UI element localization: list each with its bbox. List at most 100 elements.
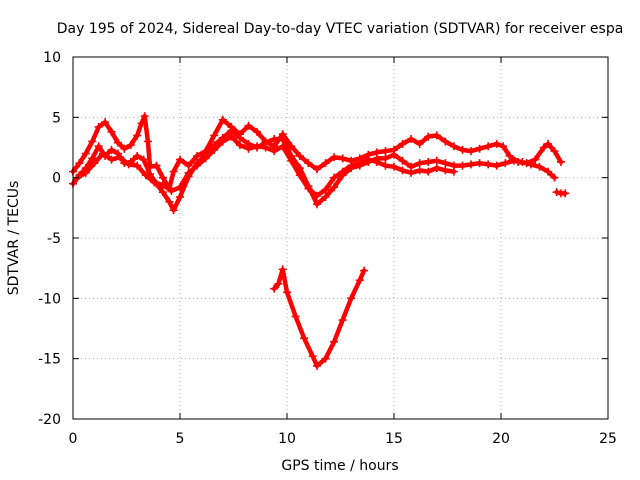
data-point (140, 112, 149, 121)
data-point (113, 138, 122, 147)
data-point (526, 160, 535, 169)
data-point (544, 167, 553, 176)
data-point (364, 155, 373, 164)
data-point (381, 147, 390, 156)
data-point (300, 334, 309, 343)
data-point (143, 137, 152, 146)
data-point (505, 151, 514, 160)
data-point (201, 154, 210, 163)
data-point (398, 156, 407, 165)
data-point (415, 159, 424, 168)
data-point (321, 185, 330, 194)
data-point (158, 188, 167, 197)
data-point (424, 167, 433, 176)
data-point (330, 183, 339, 192)
data-point (312, 361, 321, 370)
data-point (501, 159, 510, 168)
data-point (398, 166, 407, 175)
data-point (398, 139, 407, 148)
data-point (475, 144, 484, 153)
data-point (94, 142, 103, 151)
data-point (169, 206, 178, 215)
data-point (218, 137, 227, 146)
data-point (176, 192, 184, 201)
data-point (88, 154, 97, 163)
series-arc-c (73, 132, 458, 200)
data-point (347, 294, 356, 303)
data-point (133, 131, 142, 140)
data-point (360, 266, 369, 275)
data-point (244, 144, 253, 153)
data-point (518, 157, 527, 166)
data-point (291, 312, 300, 321)
data-point (152, 161, 161, 170)
data-point (169, 167, 178, 176)
chart-title: Day 195 of 2024, Sidereal Day-to-day VTE… (57, 21, 624, 37)
data-point (133, 151, 142, 160)
data-point (278, 265, 287, 274)
data-point (312, 191, 321, 200)
data-point (330, 337, 339, 346)
data-point (158, 173, 167, 182)
data-point (253, 142, 262, 151)
data-point (499, 142, 508, 151)
data-point (126, 141, 135, 150)
data-point (101, 118, 110, 127)
data-point (278, 142, 287, 151)
data-point (176, 155, 184, 164)
x-tick-label: 5 (176, 431, 185, 447)
x-tick-label: 25 (599, 431, 617, 447)
data-point (278, 135, 287, 144)
data-point (218, 115, 227, 124)
x-tick-label: 0 (69, 431, 78, 447)
data-point (94, 122, 103, 131)
data-point (295, 151, 304, 160)
data-point (550, 173, 559, 182)
data-point (531, 155, 540, 164)
data-point (75, 159, 84, 168)
data-point (107, 127, 116, 136)
x-tick-label: 15 (385, 431, 403, 447)
data-point (167, 186, 176, 195)
data-point (441, 159, 450, 168)
data-point (235, 133, 244, 142)
series-arc-d (270, 265, 369, 370)
y-tick-label: -15 (38, 352, 61, 368)
data-point (81, 168, 90, 177)
y-axis-label: SDTVAR / TECUs (6, 181, 22, 296)
data-point (270, 135, 279, 144)
data-point (81, 149, 90, 158)
y-tick-label: -5 (47, 231, 61, 247)
data-point (141, 171, 150, 180)
data-point (338, 316, 347, 325)
grid (73, 57, 608, 419)
data-point (330, 173, 339, 182)
data-point (407, 168, 416, 177)
y-tick-label: -20 (38, 412, 61, 428)
data-point (441, 137, 450, 146)
data-point (552, 188, 561, 197)
data-point (120, 144, 129, 153)
data-point (210, 145, 219, 154)
data-point (227, 132, 236, 141)
series-line (70, 128, 557, 213)
data-point (424, 157, 433, 166)
data-point (492, 161, 501, 170)
data-point (556, 157, 565, 166)
data-point (492, 139, 501, 148)
data-point (449, 142, 458, 151)
data-point (338, 154, 347, 163)
data-point (484, 160, 493, 169)
data-point (458, 161, 467, 170)
data-point (561, 189, 570, 198)
data-point (321, 354, 330, 363)
data-point (116, 153, 125, 162)
data-point (139, 155, 148, 164)
data-point (321, 192, 330, 201)
data-point (381, 161, 390, 170)
data-point (270, 284, 279, 293)
data-point (509, 156, 518, 165)
data-point (550, 147, 559, 156)
data-point (193, 161, 202, 170)
